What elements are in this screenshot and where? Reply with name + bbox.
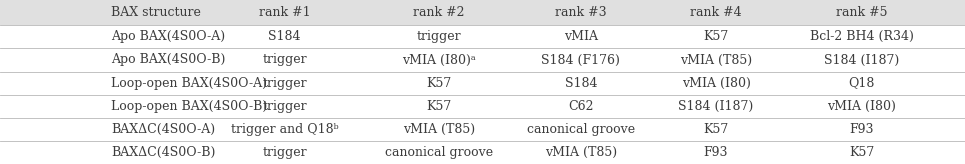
Text: vMIA (T85): vMIA (T85) (545, 146, 617, 159)
Text: S184 (I187): S184 (I187) (678, 100, 754, 113)
Text: K57: K57 (703, 123, 729, 136)
Text: C62: C62 (568, 100, 593, 113)
Text: vMIA (I80)ᵃ: vMIA (I80)ᵃ (402, 53, 476, 66)
Text: BAXΔC(4S0O-B): BAXΔC(4S0O-B) (111, 146, 215, 159)
Text: Q18: Q18 (848, 77, 875, 90)
Text: S184 (F176): S184 (F176) (541, 53, 620, 66)
Text: S184 (I187): S184 (I187) (824, 53, 899, 66)
Text: BAXΔC(4S0O-A): BAXΔC(4S0O-A) (111, 123, 215, 136)
Text: F93: F93 (849, 123, 874, 136)
Text: trigger: trigger (417, 30, 461, 43)
Text: trigger: trigger (262, 77, 307, 90)
Text: Apo BAX(4S0O-B): Apo BAX(4S0O-B) (111, 53, 226, 66)
Text: K57: K57 (427, 100, 452, 113)
Text: vMIA (T85): vMIA (T85) (403, 123, 475, 136)
Text: trigger: trigger (262, 100, 307, 113)
Text: S184: S184 (268, 30, 301, 43)
Bar (0, 48, 965, 72)
Text: rank #4: rank #4 (690, 6, 742, 19)
Bar (0, 0, 965, 25)
Text: BAX structure: BAX structure (111, 6, 201, 19)
Bar (0, 95, 965, 118)
Text: rank #1: rank #1 (259, 6, 311, 19)
Bar (0, 118, 965, 141)
Bar (0, 25, 965, 48)
Text: S184: S184 (565, 77, 597, 90)
Text: Loop-open BAX(4S0O-A): Loop-open BAX(4S0O-A) (111, 77, 267, 90)
Text: rank #2: rank #2 (413, 6, 465, 19)
Text: trigger: trigger (262, 146, 307, 159)
Text: K57: K57 (849, 146, 874, 159)
Text: vMIA (T85): vMIA (T85) (680, 53, 752, 66)
Text: vMIA: vMIA (564, 30, 598, 43)
Text: F93: F93 (703, 146, 729, 159)
Text: vMIA (I80): vMIA (I80) (681, 77, 751, 90)
Text: vMIA (I80): vMIA (I80) (827, 100, 896, 113)
Text: trigger and Q18ᵇ: trigger and Q18ᵇ (231, 123, 339, 136)
Text: rank #3: rank #3 (555, 6, 607, 19)
Text: K57: K57 (703, 30, 729, 43)
Text: Apo BAX(4S0O-A): Apo BAX(4S0O-A) (111, 30, 225, 43)
Text: canonical groove: canonical groove (527, 123, 635, 136)
Bar (0, 72, 965, 95)
Text: Bcl-2 BH4 (R34): Bcl-2 BH4 (R34) (810, 30, 914, 43)
Text: canonical groove: canonical groove (385, 146, 493, 159)
Text: Loop-open BAX(4S0O-B): Loop-open BAX(4S0O-B) (111, 100, 267, 113)
Text: K57: K57 (427, 77, 452, 90)
Text: rank #5: rank #5 (836, 6, 888, 19)
Bar (0, 141, 965, 164)
Text: trigger: trigger (262, 53, 307, 66)
